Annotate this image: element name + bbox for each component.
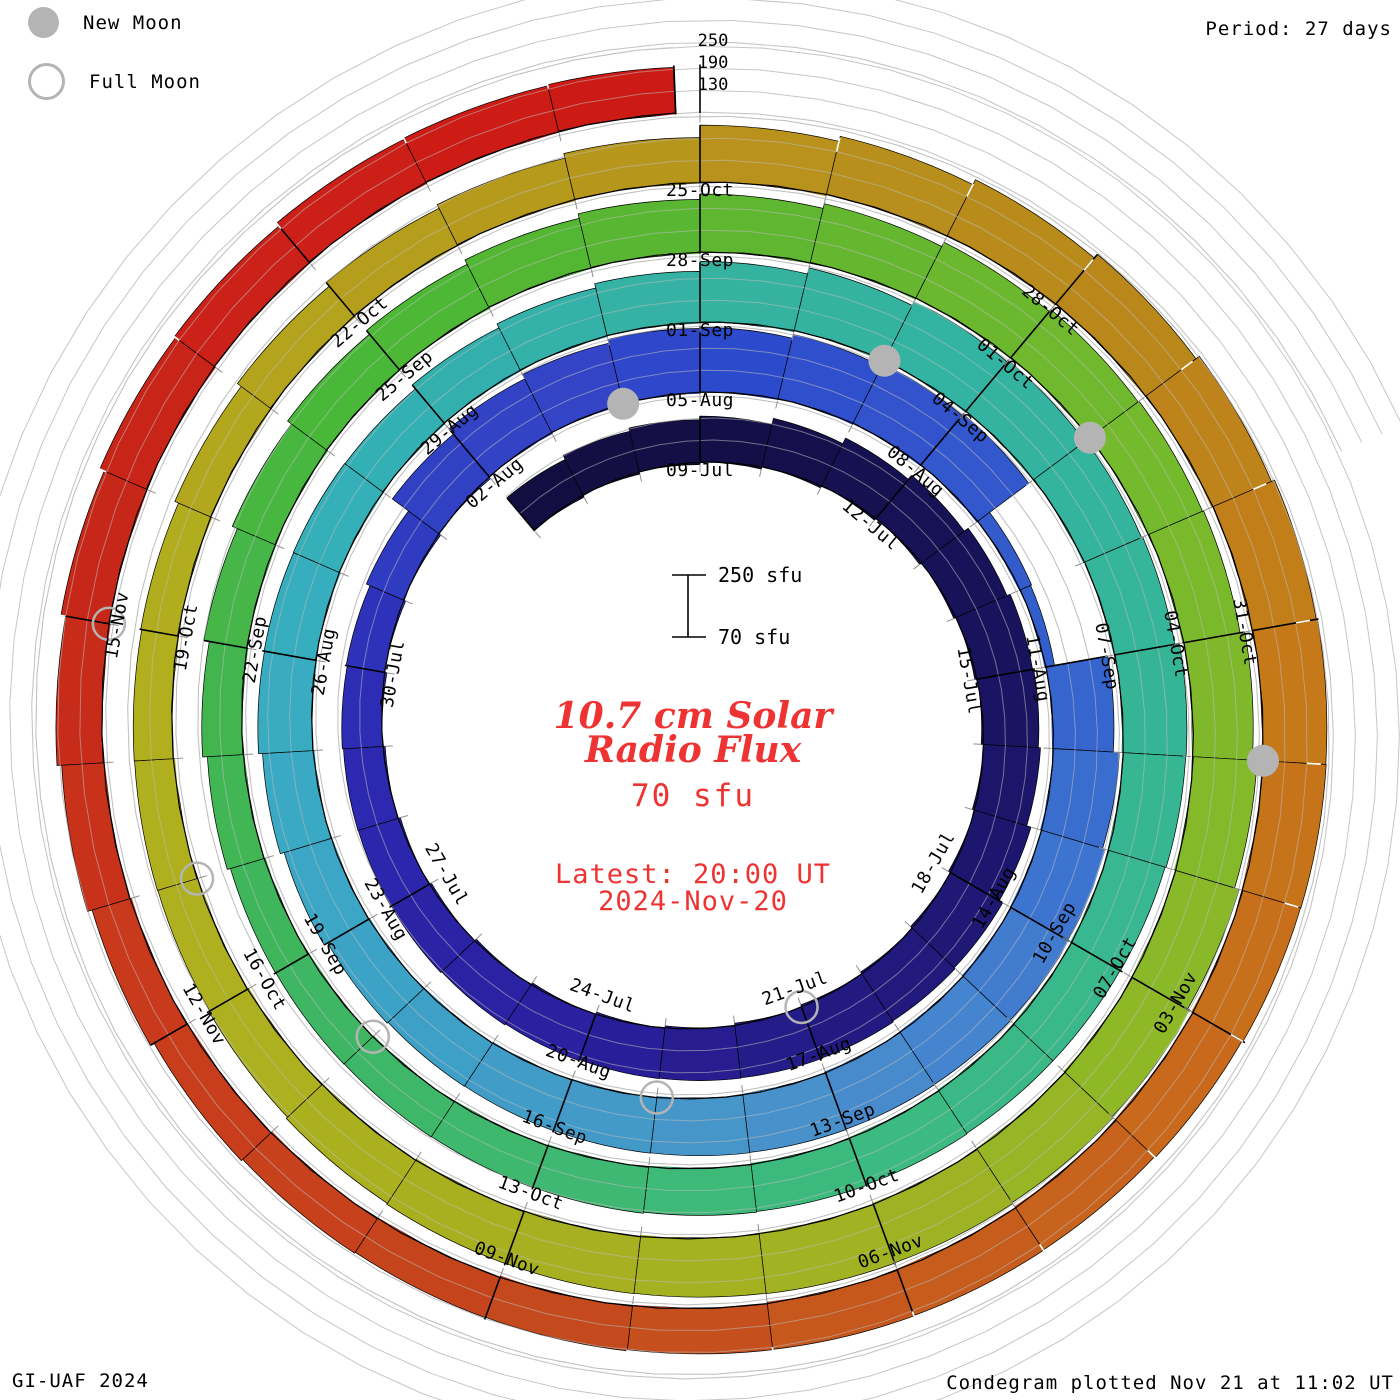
legend-item-full-moon: Full Moon	[28, 63, 201, 100]
svg-text:190: 190	[698, 53, 729, 73]
svg-text:09-Jul: 09-Jul	[666, 460, 734, 481]
full-moon-icon	[28, 63, 65, 100]
svg-text:250 sfu: 250 sfu	[718, 563, 802, 587]
flux-unit-label: 70 sfu	[631, 778, 755, 814]
chart-title-line2: Radio Flux	[584, 729, 802, 771]
svg-text:250: 250	[698, 31, 729, 51]
svg-text:01-Sep: 01-Sep	[666, 320, 734, 341]
svg-text:28-Sep: 28-Sep	[666, 250, 734, 271]
new-moon-label: New Moon	[83, 11, 183, 34]
new-moon-icon	[28, 7, 59, 38]
credit-label: GI-UAF 2024	[12, 1370, 149, 1392]
svg-text:130: 130	[698, 75, 729, 95]
full-moon-label: Full Moon	[89, 70, 201, 93]
svg-text:25-Oct: 25-Oct	[666, 180, 734, 201]
svg-text:70 sfu: 70 sfu	[718, 625, 790, 649]
latest-date-label: 2024-Nov-20	[598, 886, 788, 917]
chart-title-line1: 10.7 cm Solar	[553, 695, 833, 737]
period-label: Period: 27 days	[1205, 18, 1392, 40]
svg-text:05-Aug: 05-Aug	[666, 390, 734, 411]
latest-time-label: Latest: 20:00 UT	[554, 859, 832, 890]
legend-item-new-moon: New Moon	[28, 7, 183, 38]
plotted-timestamp-label: Condegram plotted Nov 21 at 11:02 UT	[946, 1372, 1394, 1394]
